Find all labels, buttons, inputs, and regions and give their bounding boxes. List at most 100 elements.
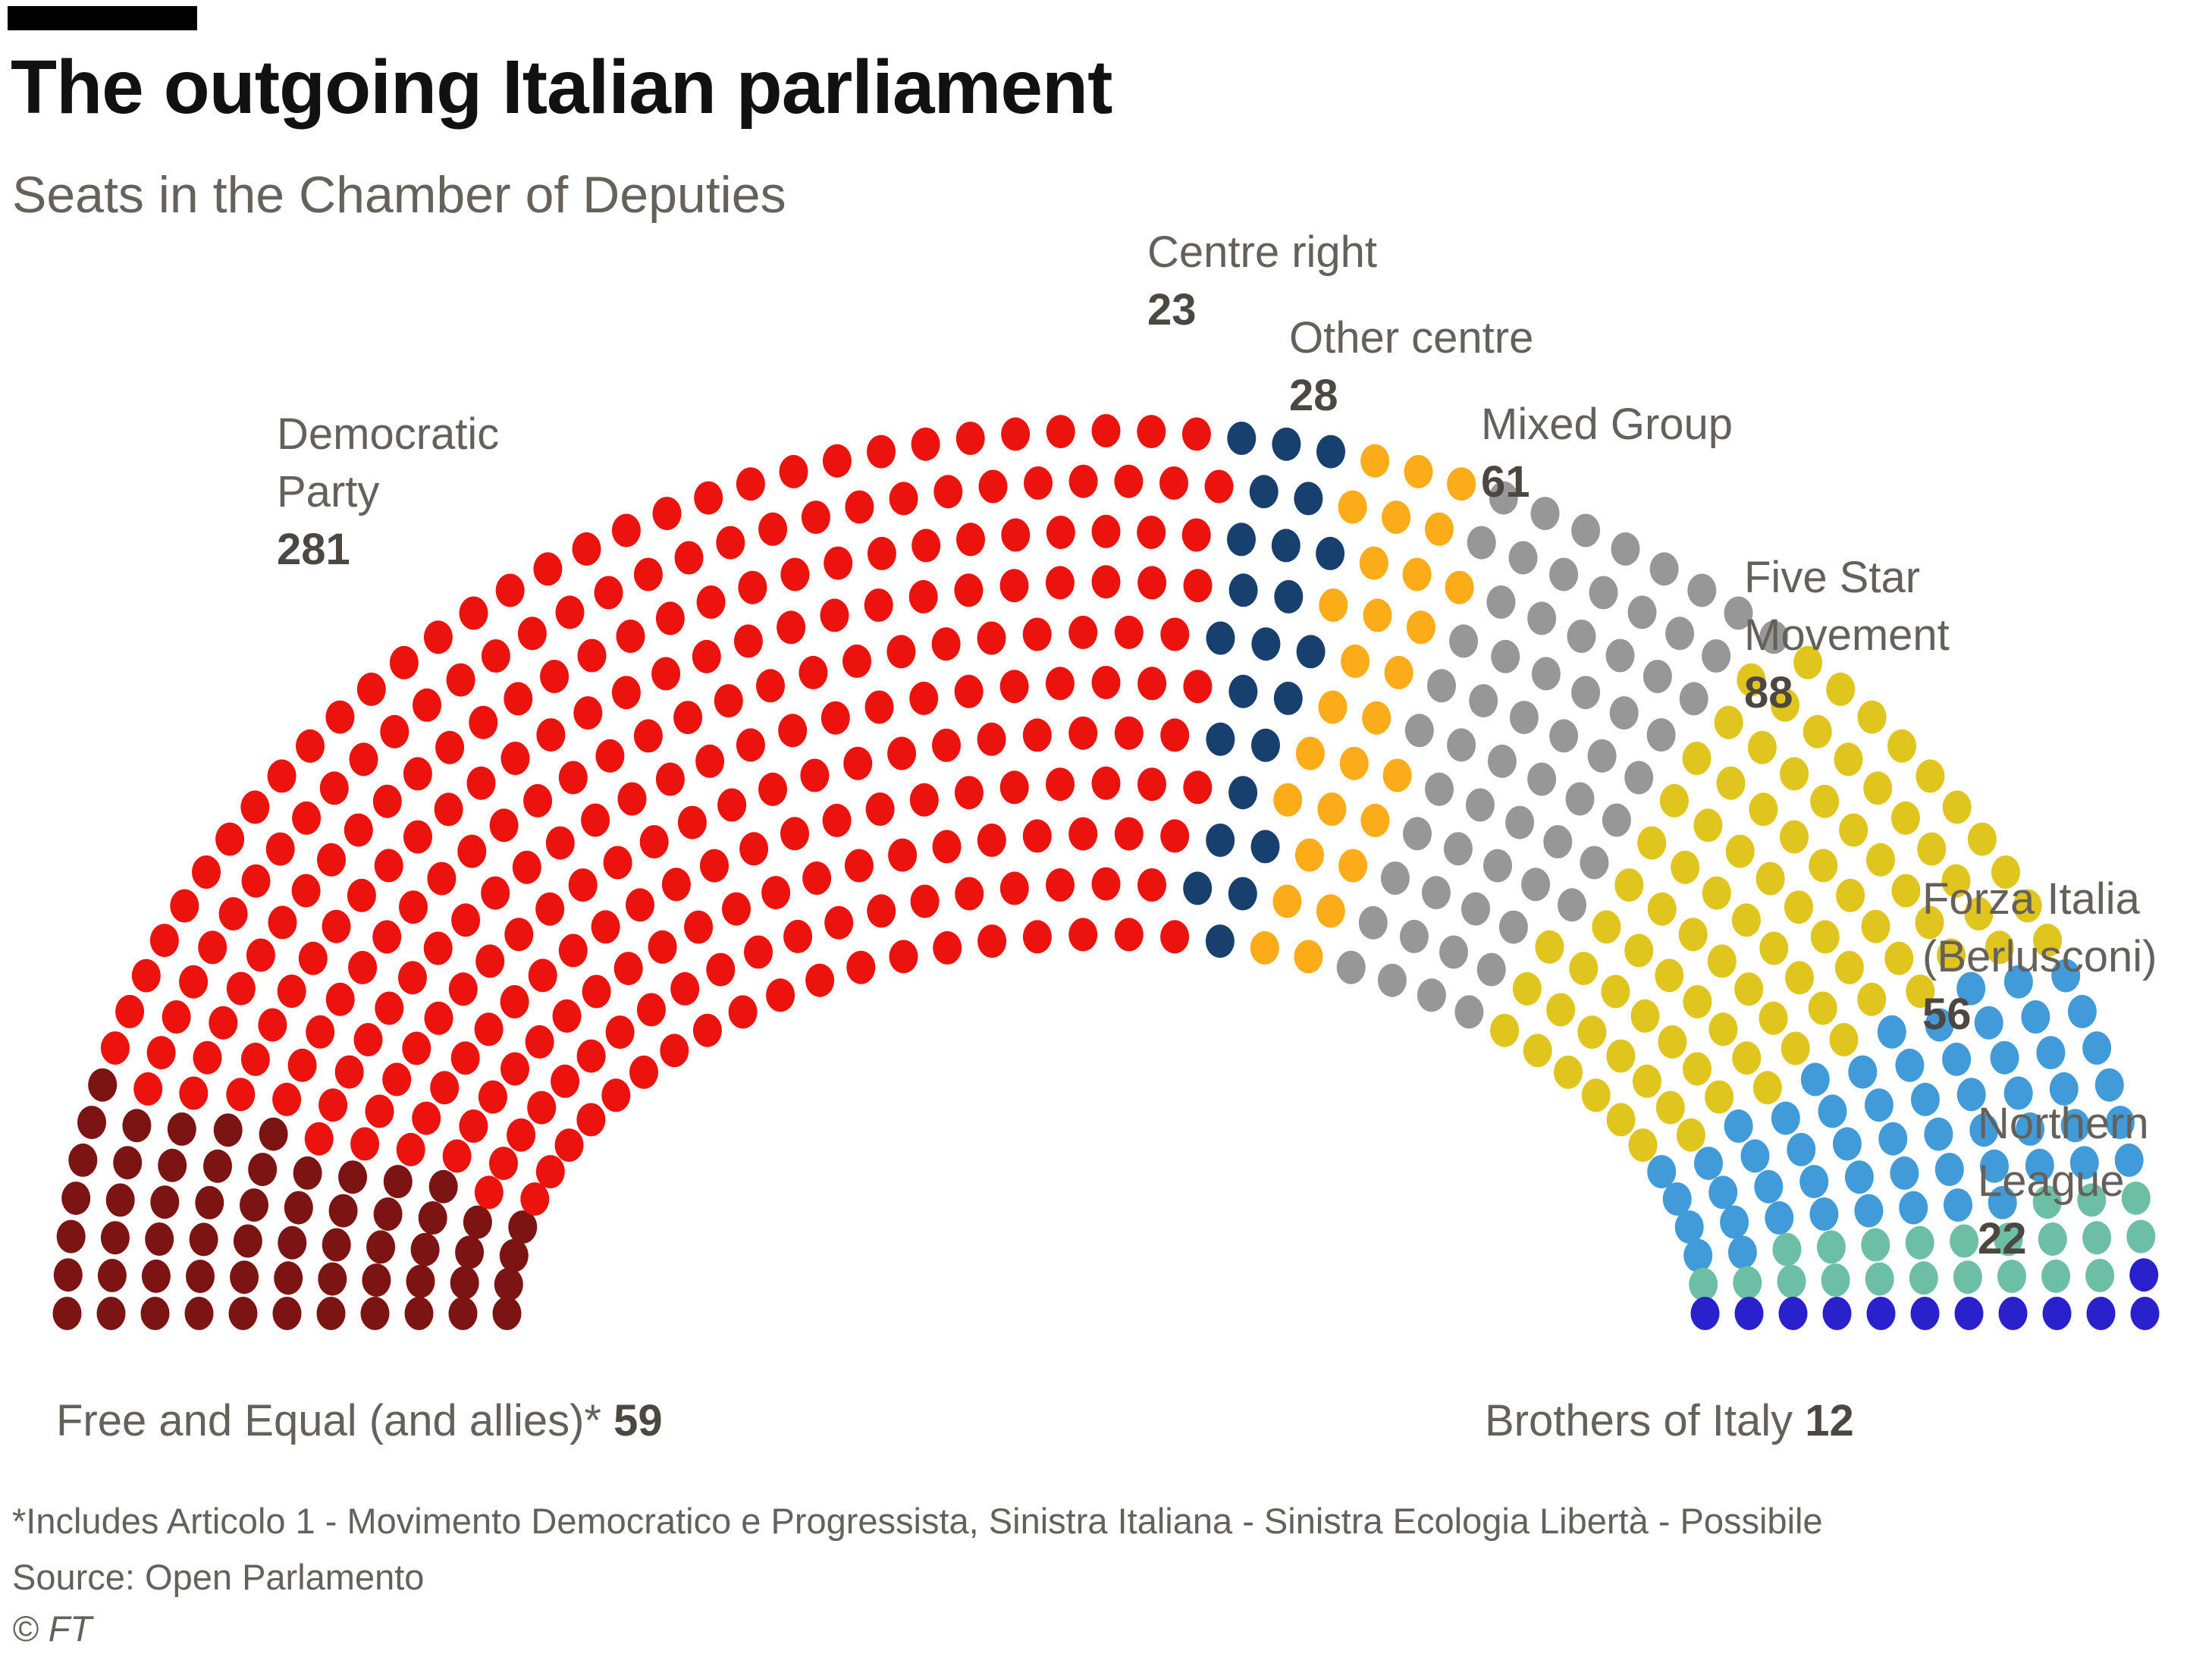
seat-dot [956,522,985,557]
seat-dot [1985,930,2014,965]
seat-dot [1443,832,1473,866]
seat-dot [1160,819,1190,853]
seat-dot [601,1078,631,1112]
seat-dot [779,454,808,488]
seat-dot [842,644,871,678]
seat-dot [1447,728,1476,762]
seat-dot [372,920,402,954]
label-value: 56 [1922,990,1972,1039]
seat-dot [96,1297,126,1330]
seat-dot [1476,952,1506,987]
seat-dot [594,576,623,610]
seat-dot [1336,950,1366,984]
seat-dot [1683,985,1712,1018]
seat-dot [1360,444,1390,478]
seat-dot [2003,1076,2033,1110]
seat-dot [2082,1221,2112,1255]
seat-dot [265,832,295,866]
seat-dot [1316,894,1345,928]
seat-dot [1091,514,1121,548]
seat-dot [670,971,700,1006]
seat-dot [1848,1055,1878,1089]
seat-dot [911,529,941,563]
seat-dot [977,924,1007,959]
seat-dot [162,1000,191,1034]
seat-dot [611,513,641,548]
seat-dot [2082,1031,2112,1065]
seat-dot [1818,1094,1847,1128]
seat-dot [864,690,894,724]
ft-black-bar [8,6,197,30]
seat-dot [1461,892,1490,926]
seat-dot [867,536,896,570]
seat-dot [1543,825,1573,858]
seat-dot [1498,910,1528,944]
seat-dot [1228,877,1257,911]
seat-dot [226,1078,256,1112]
seat-dot [1687,573,1717,607]
seat-dot [820,701,850,735]
seat-dot [1445,570,1474,604]
seat-dot [1793,645,1823,679]
seat-dot [1803,714,1832,748]
seat-dot [1808,991,1837,1025]
seat-dot [1861,909,1890,943]
seat-dot [403,757,432,791]
seat-dot [1737,663,1766,697]
label-forza-italia: Forza Italia (Berlusconi) 56 [1922,871,2157,1043]
seat-dot [469,705,498,739]
seat-dot [717,788,747,822]
seat-dot [1068,464,1098,498]
seat-dot [455,1235,485,1269]
seat-dot [1866,1297,1896,1330]
seat-dot [268,905,297,940]
seat-dot [1655,1090,1685,1125]
seat-dot [115,994,145,1028]
seat-dot [318,1088,348,1122]
seat-dot [1114,464,1144,498]
seat-dot [800,758,830,792]
seat-dot [1606,1103,1636,1137]
seat-dot [375,991,404,1025]
seat-dot [494,1267,523,1301]
seat-dot [1183,871,1213,905]
source-line: Source: Open Parlamento [12,1557,425,1597]
seat-dot [146,1036,176,1070]
seat-dot [954,573,984,607]
seat-dot [1781,1031,1810,1065]
seat-dot [1627,595,1657,629]
seat-dot [2038,1222,2067,1256]
seat-dot [1937,938,1966,972]
seat-dot [240,1188,268,1222]
seat-dot [1708,1012,1738,1047]
seat-dot [1839,813,1868,847]
seat-dot [2032,1185,2062,1219]
seat-dot [639,825,669,858]
seat-dot [1707,944,1737,978]
seat-dot [932,728,961,762]
seat-dot [404,1297,434,1330]
seat-dot [533,552,563,586]
label-text: Brothers of Italy [1485,1396,1806,1445]
seat-dot [1160,617,1190,651]
seat-dot [1509,701,1539,735]
seat-dot [1567,620,1596,653]
seat-dot [577,639,607,673]
seat-dot [88,1068,118,1102]
seat-dot [1905,1225,1934,1260]
seat-dot [481,639,510,673]
seat-dot [218,897,248,930]
seat-dot [499,1238,529,1272]
seat-dot [1046,767,1075,802]
seat-dot [1754,1169,1784,1203]
seat-dot [466,766,496,800]
seat-dot [558,934,588,968]
seat-dot [277,974,306,1009]
seat-dot [1941,864,1971,898]
seat-dot [1546,993,1576,1027]
seat-dot [1294,482,1323,516]
seat-dot [1377,963,1407,997]
seat-dot [240,1042,270,1076]
seat-dot [1694,1147,1723,1181]
label-line: Mixed Group [1481,400,1734,449]
